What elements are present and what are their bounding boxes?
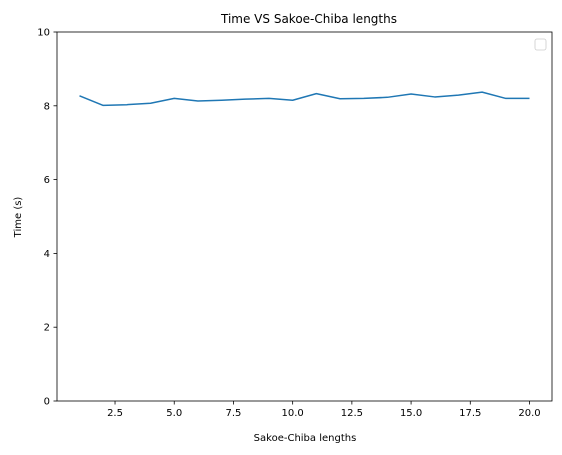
y-tick-label: 4: [44, 249, 50, 260]
x-axis: 2.5 5.0 7.5 10.0 12.5 15.0 17.5 20.0: [107, 401, 541, 419]
x-tick-label: 7.5: [225, 408, 241, 419]
x-tick-label: 15.0: [400, 408, 422, 419]
axes-frame: [56, 31, 553, 402]
x-tick-label: 2.5: [107, 408, 123, 419]
y-tick-label: 8: [44, 101, 50, 112]
y-tick-label: 10: [37, 28, 50, 39]
x-tick-label: 10.0: [282, 408, 304, 419]
y-tick-label: 6: [44, 175, 50, 186]
y-axis-label: Time (s): [13, 197, 24, 239]
x-axis-label: Sakoe-Chiba lengths: [254, 433, 357, 444]
x-tick-label: 17.5: [459, 408, 481, 419]
legend-box: [534, 38, 547, 51]
x-tick-label: 20.0: [518, 408, 540, 419]
x-tick-label: 12.5: [341, 408, 363, 419]
x-tick-label: 5.0: [166, 408, 182, 419]
y-tick-label: 2: [44, 323, 50, 334]
y-tick-label: 0: [44, 397, 50, 408]
plot-area: [56, 31, 553, 402]
series-line-0: [79, 91, 530, 107]
chart-title: Time VS Sakoe-Chiba lengths: [220, 12, 397, 26]
y-axis: 0 2 4 6 8 10: [37, 28, 57, 408]
